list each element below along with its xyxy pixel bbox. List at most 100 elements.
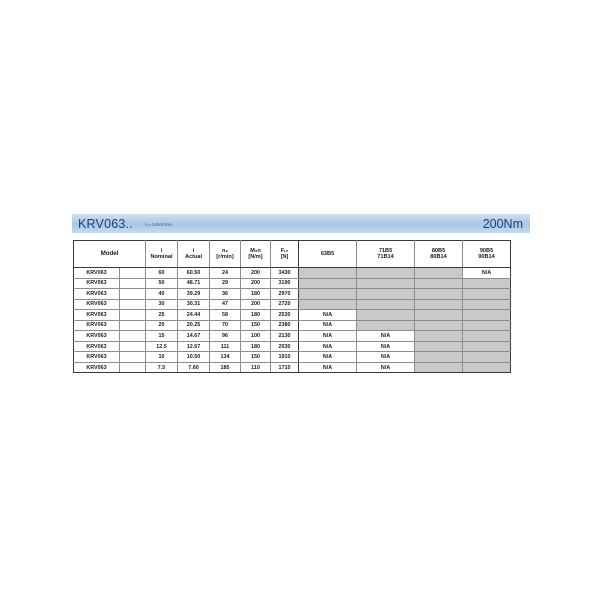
cell-flange-71: [356, 298, 415, 311]
cell-flange-90: [462, 288, 511, 300]
cell-output-speed: 47: [209, 298, 241, 311]
cell-i-nominal: 12.5: [145, 340, 178, 353]
column-header-output-torque: M₂n [N/m]: [240, 240, 271, 268]
cell-model: KRV063: [73, 351, 120, 363]
cell-flange-71: [356, 267, 415, 279]
cell-flange-90: [462, 319, 511, 332]
cell-flange-90: [462, 361, 511, 374]
header-row: Model i Nominal i Actual n₂ [r/min] M₂n …: [73, 240, 511, 268]
cell-model-suffix: [119, 309, 146, 321]
series-title-band: KRV063.. n₁=1400r/min 200Nm: [72, 214, 530, 233]
cell-model-suffix: [119, 361, 146, 374]
cell-flange-63: [298, 267, 357, 279]
table-row: KRV063 25 24.44 58 180 2530 N/A: [73, 309, 511, 321]
cell-flange-90: [462, 298, 511, 311]
table-row: KRV063 7.5 7.60 185 110 1710 N/A N/A: [73, 361, 511, 374]
flange-80b14-label: 80B14: [430, 254, 447, 260]
cell-i-nominal: 30: [145, 298, 178, 311]
m2-symbol: M₂n: [250, 247, 261, 254]
cell-flange-90: [462, 309, 511, 321]
cell-model: KRV063: [73, 298, 120, 311]
cell-flange-80: [414, 330, 463, 342]
cell-i-actual: 48.71: [177, 277, 210, 290]
table-row: KRV063 12.5 12.67 111 180 2030 N/A N/A: [73, 340, 511, 353]
cell-output-speed: 29: [209, 277, 241, 290]
cell-output-speed: 36: [209, 288, 241, 300]
cell-flange-63: N/A: [298, 309, 357, 321]
column-header-flange-71: 71B5 71B14: [356, 240, 415, 268]
cell-output-torque: 180: [240, 288, 271, 300]
cell-output-speed: 24: [209, 267, 241, 279]
cell-output-speed: 134: [209, 351, 241, 363]
cell-output-speed: 70: [209, 319, 241, 332]
cell-radial-force: 1910: [270, 351, 299, 363]
cell-flange-80: [414, 298, 463, 311]
cell-i-nominal: 15: [145, 330, 178, 342]
i-nominal-unit: Nominal: [150, 254, 173, 260]
cell-output-torque: 180: [240, 340, 271, 353]
cell-i-actual: 24.44: [177, 309, 210, 321]
cell-flange-80: [414, 319, 463, 332]
cell-flange-80: [414, 277, 463, 290]
cell-output-torque: 200: [240, 277, 271, 290]
cell-flange-71: N/A: [356, 330, 415, 342]
cell-model: KRV063: [73, 267, 120, 279]
column-header-output-speed: n₂ [r/min]: [209, 240, 241, 268]
cell-i-nominal: 60: [145, 267, 178, 279]
cell-model: KRV063: [73, 288, 120, 300]
cell-flange-80: [414, 267, 463, 279]
cell-i-actual: 12.67: [177, 340, 210, 353]
cell-flange-71: N/A: [356, 351, 415, 363]
cell-model-suffix: [119, 298, 146, 311]
i-actual-symbol: i: [192, 247, 195, 254]
cell-model-suffix: [119, 277, 146, 290]
cell-flange-63: N/A: [298, 319, 357, 332]
cell-flange-71: [356, 309, 415, 321]
cell-radial-force: 2530: [270, 309, 299, 321]
fr2-unit: [N]: [280, 254, 289, 260]
cell-output-torque: 200: [240, 267, 271, 279]
cell-i-actual: 10.50: [177, 351, 210, 363]
cell-flange-80: [414, 288, 463, 300]
cell-flange-71: N/A: [356, 361, 415, 374]
flange-71b14-label: 71B14: [377, 254, 394, 260]
table-row: KRV063 60 60.50 24 200 3430 N/A: [73, 267, 511, 279]
fr2-symbol: F₍₂: [280, 247, 289, 254]
cell-flange-63: N/A: [298, 361, 357, 374]
cell-model: KRV063: [73, 340, 120, 353]
table-header: Model i Nominal i Actual n₂ [r/min] M₂n …: [73, 240, 511, 268]
cell-flange-71: [356, 277, 415, 290]
cell-flange-63: [298, 298, 357, 311]
cell-radial-force: 2380: [270, 319, 299, 332]
cell-model-suffix: [119, 351, 146, 363]
cell-radial-force: 2130: [270, 330, 299, 342]
cell-output-speed: 58: [209, 309, 241, 321]
n2-unit: [r/min]: [216, 254, 234, 260]
cell-i-nominal: 20: [145, 319, 178, 332]
flange-90b14-label: 90B14: [478, 254, 495, 260]
cell-flange-80: [414, 340, 463, 353]
cell-flange-63: [298, 277, 357, 290]
cell-output-torque: 200: [240, 298, 271, 311]
column-header-i-actual: i Actual: [177, 240, 210, 268]
table-row: KRV063 10 10.50 134 150 1910 N/A N/A: [73, 351, 511, 363]
flange-80b5-label: 80B5: [431, 247, 446, 254]
cell-model: KRV063: [73, 319, 120, 332]
column-header-flange-80: 80B5 80B14: [414, 240, 463, 268]
cell-output-speed: 185: [209, 361, 241, 374]
cell-flange-80: [414, 361, 463, 374]
cell-i-actual: 60.50: [177, 267, 210, 279]
series-code-label: KRV063..: [78, 216, 133, 231]
column-header-flange-63: 63B5: [298, 240, 357, 268]
cell-model-suffix: [119, 330, 146, 342]
cell-flange-80: [414, 351, 463, 363]
n2-symbol: n₂: [222, 247, 228, 254]
cell-i-nominal: 50: [145, 277, 178, 290]
cell-i-nominal: 10: [145, 351, 178, 363]
table-row: KRV063 50 48.71 29 200 3190: [73, 277, 511, 290]
cell-output-speed: 96: [209, 330, 241, 342]
cell-flange-63: [298, 288, 357, 300]
m2-unit: [N/m]: [248, 254, 263, 260]
cell-radial-force: 3190: [270, 277, 299, 290]
